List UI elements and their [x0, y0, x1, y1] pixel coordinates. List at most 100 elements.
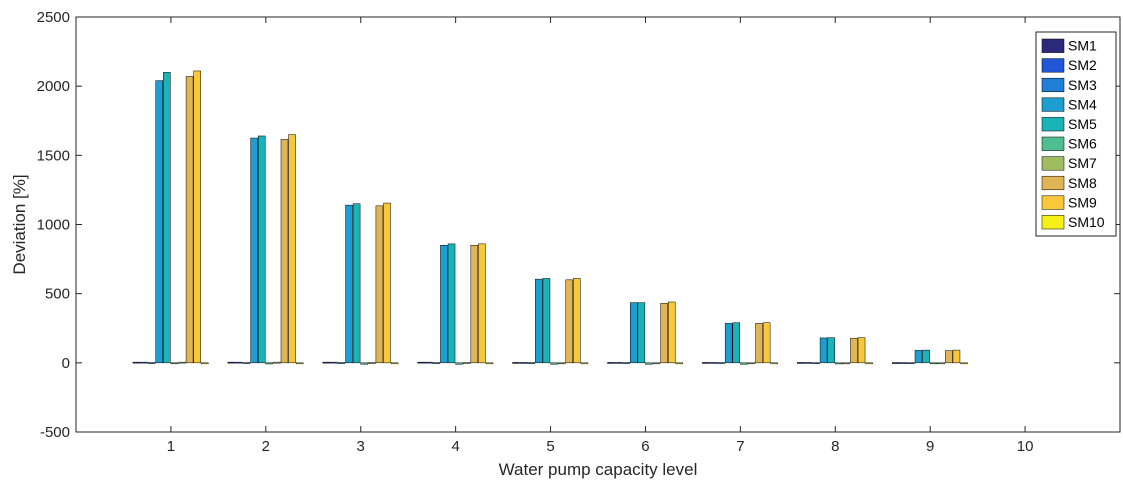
bar-sm4-level-2 — [250, 137, 258, 364]
legend-label-sm1: SM1 — [1068, 38, 1097, 54]
bar-sm3-level-8 — [812, 362, 820, 364]
bar-sm4-level-1 — [155, 80, 163, 364]
bar-sm6-level-7 — [740, 362, 748, 365]
bar-sm9-level-7 — [762, 322, 771, 364]
bar-sm7-level-2 — [273, 361, 281, 364]
bar-sm6-level-3 — [360, 362, 368, 365]
bar-sm10-level-1 — [201, 362, 209, 365]
bar-sm5-level-4 — [447, 243, 456, 364]
x-tick-label: 7 — [736, 438, 744, 455]
bar-sm4-level-7 — [724, 323, 733, 364]
x-tick-label: 8 — [831, 438, 839, 455]
legend: SM1 SM2 SM3 SM4 SM5 SM6 SM7 SM8 SM9 SM10 — [1035, 31, 1117, 237]
bar-sm8-level-7 — [755, 323, 763, 364]
bar-sm1-level-3 — [322, 361, 331, 364]
x-tick-label: 1 — [167, 438, 175, 455]
legend-swatch-sm10 — [1041, 215, 1065, 230]
bar-sm4-level-9 — [914, 350, 923, 364]
bar-sm7-level-9 — [937, 362, 946, 365]
bar-sm7-level-1 — [178, 361, 186, 364]
legend-swatch-sm1 — [1041, 38, 1065, 53]
y-tick-label: 1000 — [37, 217, 70, 234]
bar-sm6-level-8 — [835, 362, 843, 365]
bar-sm8-level-8 — [850, 337, 858, 364]
bar-sm6-level-2 — [265, 362, 274, 365]
bar-sm5-level-3 — [352, 203, 361, 364]
bar-sm5-level-9 — [922, 349, 930, 364]
bar-sm3-level-3 — [337, 362, 346, 364]
bar-sm2-level-1 — [140, 361, 148, 364]
y-tick-label: 2000 — [37, 78, 70, 95]
bar-sm4-level-3 — [345, 204, 353, 364]
bar-sm6-level-6 — [645, 362, 653, 365]
bar-sm10-level-4 — [485, 362, 494, 365]
x-tick-label: 3 — [357, 438, 365, 455]
bar-sm1-level-9 — [891, 362, 900, 364]
legend-label-sm3: SM3 — [1068, 77, 1097, 93]
bar-sm7-level-4 — [462, 362, 471, 364]
bar-sm3-level-6 — [622, 362, 630, 364]
x-tick-label: 5 — [546, 438, 554, 455]
bar-sm5-level-2 — [257, 135, 266, 364]
legend-label-sm6: SM6 — [1068, 136, 1097, 152]
bar-sm8-level-5 — [565, 279, 573, 364]
bar-sm10-level-6 — [675, 362, 684, 365]
bar-sm2-level-9 — [899, 362, 908, 364]
bar-sm5-level-8 — [827, 337, 835, 364]
bar-sm9-level-8 — [857, 337, 866, 364]
bar-sm4-level-8 — [819, 337, 828, 364]
bar-sm10-level-9 — [960, 362, 968, 365]
bar-sm8-level-2 — [280, 139, 289, 364]
bar-sm6-level-1 — [170, 362, 179, 365]
bar-sm9-level-1 — [193, 70, 201, 364]
bar-sm1-level-8 — [797, 362, 805, 364]
bar-sm2-level-8 — [804, 362, 813, 364]
bar-sm2-level-7 — [709, 362, 718, 364]
bar-sm7-level-7 — [747, 362, 756, 365]
legend-swatch-sm8 — [1041, 175, 1065, 191]
bar-sm3-level-4 — [432, 362, 441, 364]
bar-sm2-level-5 — [519, 362, 528, 364]
legend-swatch-sm9 — [1041, 195, 1065, 210]
legend-label-sm8: SM8 — [1068, 175, 1097, 191]
bar-sm9-level-4 — [478, 243, 486, 364]
bar-sm3-level-1 — [147, 362, 156, 364]
bar-sm10-level-3 — [390, 362, 399, 365]
bar-sm3-level-7 — [717, 362, 725, 364]
bar-sm4-level-4 — [440, 245, 448, 364]
bar-sm7-level-6 — [652, 362, 661, 365]
bar-sm8-level-4 — [470, 245, 479, 364]
plot-area-frame — [75, 16, 1121, 433]
bar-sm5-level-7 — [732, 322, 741, 364]
bar-sm4-level-6 — [630, 302, 638, 364]
x-axis: 1 2 3 4 5 6 7 8 9 10 — [167, 17, 1034, 455]
bar-sm1-level-7 — [702, 362, 710, 364]
bar-sm9-level-9 — [952, 349, 961, 364]
bar-sm3-level-5 — [527, 362, 536, 364]
y-tick-label: 0 — [62, 355, 70, 372]
bar-sm10-level-2 — [295, 362, 304, 365]
bar-sm2-level-2 — [235, 361, 243, 364]
y-axis: -500 0 500 1000 1500 2000 2500 — [37, 9, 1120, 441]
bar-sm1-level-4 — [417, 361, 425, 364]
y-tick-label: 2500 — [37, 9, 70, 26]
legend-swatch-sm6 — [1041, 136, 1065, 151]
bar-sm3-level-2 — [242, 362, 251, 364]
bar-sm7-level-8 — [842, 362, 851, 365]
x-axis-title: Water pump capacity level — [499, 460, 698, 479]
legend-label-sm4: SM4 — [1068, 96, 1097, 112]
bar-sm8-level-9 — [945, 350, 953, 364]
x-tick-label: 10 — [1017, 438, 1034, 455]
x-tick-label: 4 — [451, 438, 459, 455]
y-tick-label: -500 — [40, 424, 70, 441]
bar-sm9-level-5 — [573, 278, 581, 364]
bar-sm6-level-9 — [929, 362, 938, 365]
legend-swatch-sm4 — [1041, 97, 1065, 112]
bar-sm8-level-3 — [375, 205, 384, 364]
bar-sm9-level-6 — [667, 301, 676, 364]
bars-layer — [132, 70, 968, 365]
y-axis-title: Deviation [%] — [10, 174, 29, 274]
bar-sm6-level-4 — [455, 362, 463, 365]
legend-label-sm2: SM2 — [1068, 57, 1097, 73]
